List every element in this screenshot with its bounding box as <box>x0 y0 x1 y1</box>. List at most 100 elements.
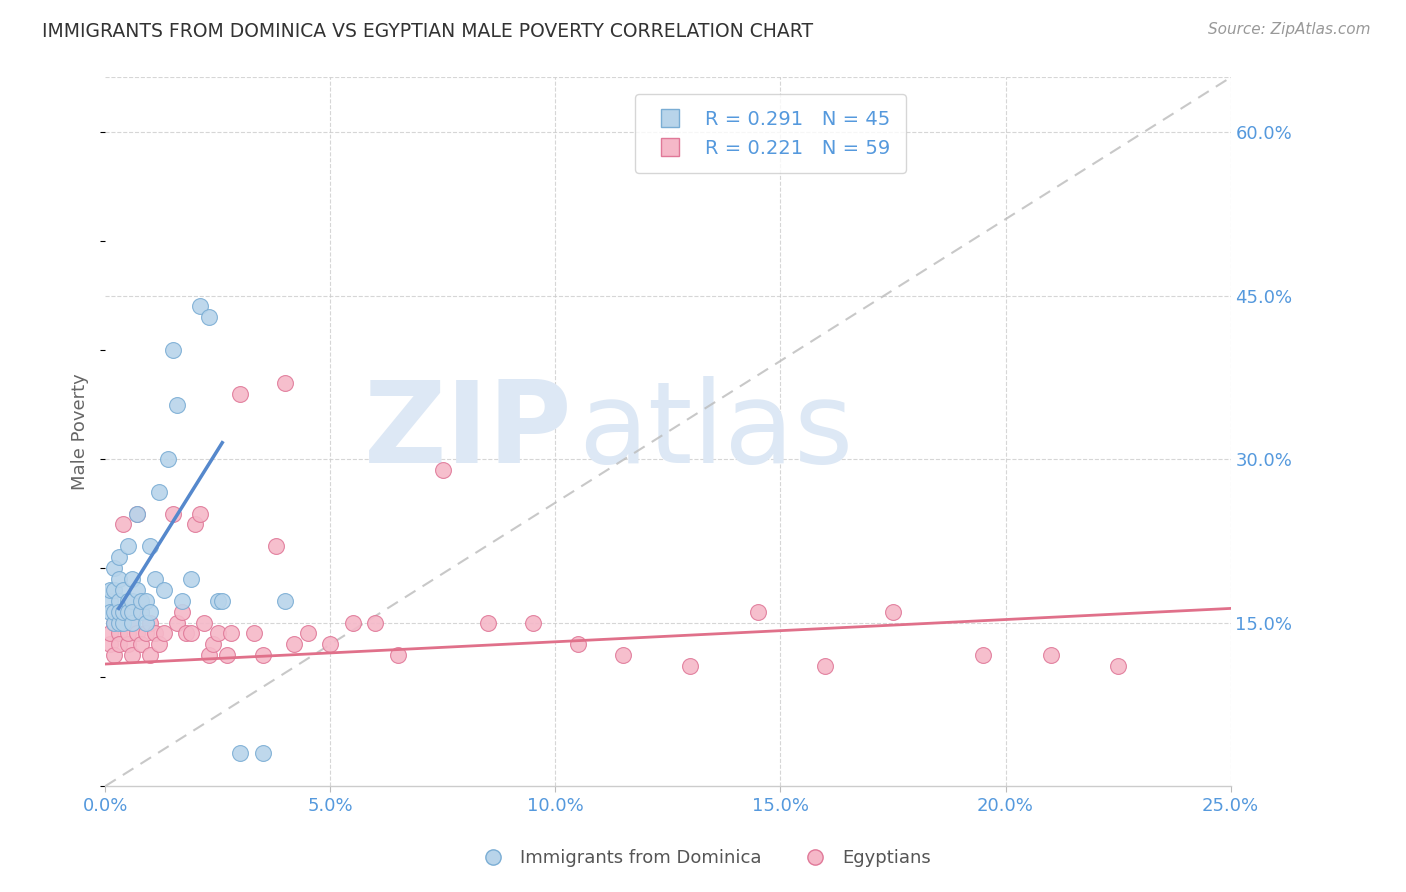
Point <box>139 539 162 553</box>
Point <box>121 615 143 630</box>
Point <box>117 637 139 651</box>
Point <box>157 452 180 467</box>
Text: ZIP: ZIP <box>364 376 572 487</box>
Point <box>143 626 166 640</box>
Point <box>135 594 157 608</box>
Point <box>274 376 297 390</box>
Point <box>166 615 188 630</box>
Point <box>112 517 135 532</box>
Point <box>207 626 229 640</box>
Point <box>117 605 139 619</box>
Point <box>252 648 274 663</box>
Point <box>135 615 157 630</box>
Point <box>107 572 129 586</box>
Point <box>747 605 769 619</box>
Point <box>129 637 152 651</box>
Point <box>98 594 121 608</box>
Point <box>103 582 125 597</box>
Point <box>103 648 125 663</box>
Point <box>125 582 148 597</box>
Text: atlas: atlas <box>578 376 853 487</box>
Point <box>197 310 219 325</box>
Point <box>522 615 544 630</box>
Point <box>274 594 297 608</box>
Point <box>188 300 211 314</box>
Point <box>283 637 305 651</box>
Text: Source: ZipAtlas.com: Source: ZipAtlas.com <box>1208 22 1371 37</box>
Point <box>129 594 152 608</box>
Y-axis label: Male Poverty: Male Poverty <box>72 374 89 491</box>
Point <box>139 648 162 663</box>
Point <box>188 507 211 521</box>
Text: IMMIGRANTS FROM DOMINICA VS EGYPTIAN MALE POVERTY CORRELATION CHART: IMMIGRANTS FROM DOMINICA VS EGYPTIAN MAL… <box>42 22 813 41</box>
Point <box>148 484 170 499</box>
Point <box>211 594 233 608</box>
Point <box>162 343 184 357</box>
Point <box>117 594 139 608</box>
Point <box>1107 659 1129 673</box>
Point <box>139 605 162 619</box>
Point <box>612 648 634 663</box>
Point <box>107 626 129 640</box>
Point <box>107 615 129 630</box>
Point <box>107 550 129 565</box>
Point <box>121 572 143 586</box>
Point <box>432 463 454 477</box>
Point <box>229 386 252 401</box>
Point <box>121 594 143 608</box>
Point <box>152 626 174 640</box>
Point <box>125 626 148 640</box>
Point <box>112 582 135 597</box>
Point <box>107 605 129 619</box>
Point <box>197 648 219 663</box>
Point <box>143 572 166 586</box>
Point <box>103 561 125 575</box>
Point <box>1039 648 1062 663</box>
Point <box>107 637 129 651</box>
Point <box>264 539 287 553</box>
Point <box>129 605 152 619</box>
Point <box>242 626 264 640</box>
Point <box>112 615 135 630</box>
Point <box>477 615 499 630</box>
Point <box>103 605 125 619</box>
Point <box>342 615 364 630</box>
Point <box>107 605 129 619</box>
Point <box>219 626 242 640</box>
Point <box>148 637 170 651</box>
Point <box>98 637 121 651</box>
Point <box>117 626 139 640</box>
Point <box>135 626 157 640</box>
Point <box>180 626 202 640</box>
Point <box>567 637 589 651</box>
Point <box>184 517 207 532</box>
Point <box>121 605 143 619</box>
Point <box>103 615 125 630</box>
Point <box>180 572 202 586</box>
Point <box>319 637 342 651</box>
Point <box>152 582 174 597</box>
Point <box>229 747 252 761</box>
Point <box>107 594 129 608</box>
Point <box>117 539 139 553</box>
Point <box>679 659 702 673</box>
Point <box>121 615 143 630</box>
Point <box>125 507 148 521</box>
Point <box>207 594 229 608</box>
Point <box>98 626 121 640</box>
Point <box>129 605 152 619</box>
Point <box>972 648 994 663</box>
Point <box>202 637 225 651</box>
Point <box>98 605 121 619</box>
Point <box>814 659 837 673</box>
Point <box>166 398 188 412</box>
Point <box>387 648 409 663</box>
Point <box>882 605 904 619</box>
Point <box>98 582 121 597</box>
Legend: Immigrants from Dominica, Egyptians: Immigrants from Dominica, Egyptians <box>467 842 939 874</box>
Point <box>215 648 238 663</box>
Point <box>193 615 215 630</box>
Point <box>297 626 319 640</box>
Point <box>364 615 387 630</box>
Point <box>112 605 135 619</box>
